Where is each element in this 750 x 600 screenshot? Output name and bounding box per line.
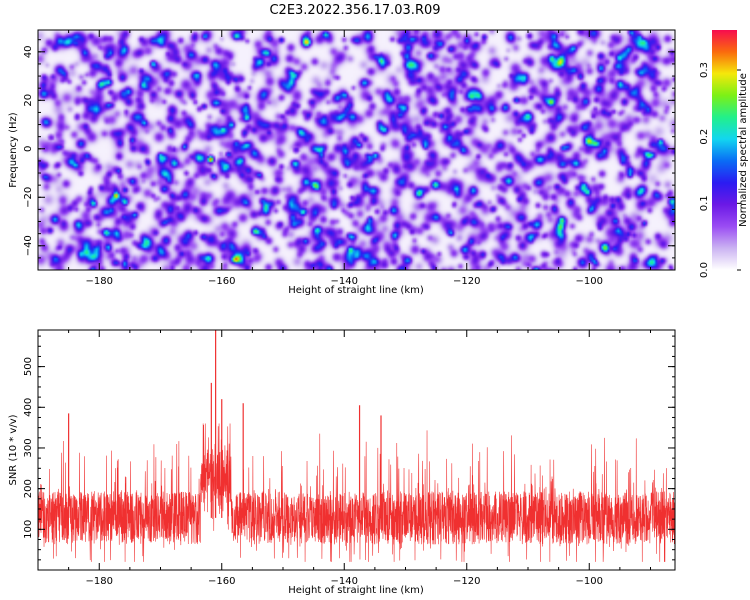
heatmap-y-ticks: −40 −20 0 20 40 bbox=[23, 39, 675, 271]
snr-y-ticks: 100 200 300 400 500 bbox=[23, 335, 675, 571]
heatmap-image bbox=[38, 30, 675, 270]
colorbar-tick-label: 0.3 bbox=[699, 62, 710, 78]
x-tick-label: −140 bbox=[331, 276, 358, 287]
x-tick-label: −160 bbox=[208, 276, 235, 287]
colorbar-tick-label: 0.2 bbox=[699, 129, 710, 145]
snr-y-label: SNR (10 * v/v) bbox=[8, 414, 19, 485]
x-tick-label: −180 bbox=[86, 576, 113, 587]
y-tick-label: 400 bbox=[23, 398, 34, 417]
x-tick-label: −120 bbox=[453, 576, 480, 587]
y-tick-label: −40 bbox=[23, 235, 34, 256]
snr-x-ticks: −180 −160 −140 −120 −100 bbox=[37, 330, 651, 587]
colorbar-ticks: 0.0 0.1 0.2 0.3 bbox=[699, 62, 741, 278]
y-tick-label: 0 bbox=[23, 146, 34, 152]
heatmap-panel: −180 −160 −140 −120 −100 −40 −20 0 20 40 Height … bbox=[8, 29, 676, 296]
y-tick-label: 20 bbox=[23, 94, 34, 107]
heatmap-frame bbox=[37, 29, 676, 271]
x-tick-label: −100 bbox=[576, 576, 603, 587]
colorbar-gradient bbox=[712, 30, 737, 270]
heatmap-x-ticks: −180 −160 −140 −120 −100 bbox=[37, 30, 651, 287]
snr-panel: −180 −160 −140 −120 −100 100 200 300 400 500 Hei… bbox=[8, 329, 676, 596]
x-tick-label: −120 bbox=[453, 276, 480, 287]
y-tick-label: −20 bbox=[23, 187, 34, 208]
heatmap-x-label: Height of straight line (km) bbox=[288, 285, 424, 296]
figure-title: C2E3.2022.356.17.03.R09 bbox=[269, 3, 440, 18]
y-tick-label: 40 bbox=[23, 45, 34, 58]
snr-series-line bbox=[38, 423, 675, 562]
colorbar: 0.0 0.1 0.2 0.3 Normalized spectral amplitu… bbox=[699, 30, 749, 278]
y-tick-label: 300 bbox=[23, 438, 34, 457]
colorbar-tick-label: 0.0 bbox=[699, 262, 710, 278]
y-tick-label: 500 bbox=[23, 357, 34, 376]
x-tick-label: −160 bbox=[208, 576, 235, 587]
y-tick-label: 200 bbox=[23, 479, 34, 498]
x-tick-label: −140 bbox=[331, 576, 358, 587]
x-tick-label: −100 bbox=[576, 276, 603, 287]
colorbar-label: Normalized spectral amplitude bbox=[738, 73, 749, 227]
snr-peaks bbox=[68, 330, 382, 518]
y-tick-label: 100 bbox=[23, 520, 34, 539]
snr-x-label: Height of straight line (km) bbox=[288, 585, 424, 596]
colorbar-tick-label: 0.1 bbox=[699, 195, 710, 211]
x-tick-label: −180 bbox=[86, 276, 113, 287]
snr-frame bbox=[37, 329, 676, 571]
heatmap-y-label: Frequency (Hz) bbox=[8, 112, 19, 188]
